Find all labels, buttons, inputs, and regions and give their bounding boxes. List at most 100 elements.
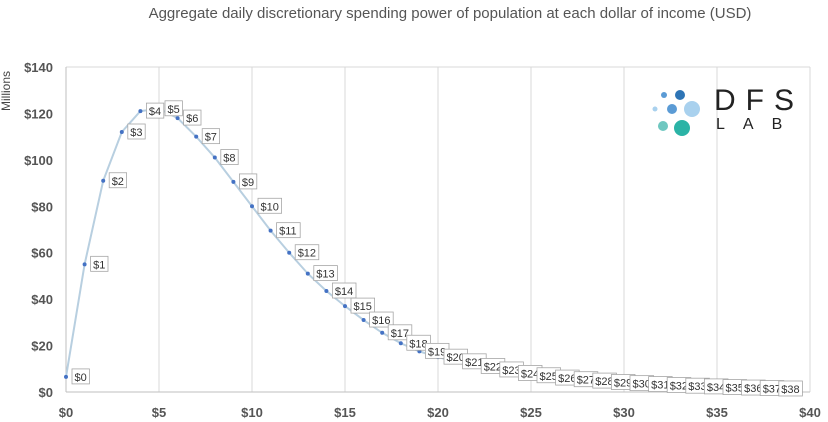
x-tick-label: $0 [59,405,73,420]
data-label-box [331,282,357,299]
data-label-text: $26 [558,373,576,385]
data-point [138,109,143,114]
x-tick-label: $25 [520,405,542,420]
data-label-text: $38 [781,384,799,396]
data-label: $21 [462,353,487,370]
data-label: $20 [443,348,469,365]
y-tick-label: $100 [24,153,53,168]
data-point [287,250,292,255]
data-label: $29 [611,374,636,390]
data-label-box [238,173,258,190]
data-label-text: $32 [670,381,688,393]
data-label-text: $21 [465,357,483,369]
y-tick-label: $0 [39,385,53,400]
data-label-text: $28 [595,376,613,388]
data-label-text: $19 [428,346,446,358]
data-label: $6 [183,109,202,126]
data-label-box [406,334,431,351]
data-label-box [71,368,90,385]
data-label: $15 [350,297,376,314]
data-label: $10 [257,197,283,214]
data-label-box [220,149,239,165]
data-label-box [108,172,127,189]
data-label-text: $36 [744,383,762,395]
data-point [194,134,199,139]
data-point [212,155,217,160]
data-label-text: $7 [205,132,217,144]
data-label-box [90,255,109,272]
data-label: $32 [666,377,692,393]
x-tick-label: $5 [152,405,166,420]
data-point [380,330,385,335]
x-tick-label: $20 [427,405,449,420]
data-label-box [313,265,338,282]
data-label-text: $34 [707,382,725,394]
logo-name: DFS [714,84,804,117]
data-label-text: $2 [112,176,124,188]
data-label: $11 [276,222,301,239]
data-label: $36 [741,379,766,396]
data-label-text: $0 [75,372,87,384]
data-label: $0 [71,368,90,385]
data-label-text: $37 [763,384,781,396]
x-tick-label: $35 [706,405,728,420]
data-label-text: $35 [726,383,744,395]
data-label-text: $11 [279,226,297,238]
x-tick-label: $15 [334,405,356,420]
data-label-text: $31 [651,380,669,392]
data-label: $5 [164,100,183,117]
data-label-text: $4 [149,106,161,118]
axes: $0 $5 $10 $15 $20 $25 $30 $35 $40 $0 $20 $40 $60 $80 $… [24,60,821,420]
logo-subtitle: LAB [716,116,801,133]
data-label-box [387,324,413,341]
data-label-box [201,128,220,145]
data-point [361,318,366,323]
x-tick-label: $10 [241,405,263,420]
data-label: $28 [592,372,617,389]
data-label-box [127,123,146,140]
data-label-text: $24 [521,368,539,380]
data-label: $31 [648,376,673,392]
data-label-box [350,297,376,314]
data-label: $16 [369,311,394,328]
y-tick-label: $20 [31,339,53,354]
data-label-box [257,197,283,214]
data-label-text: $14 [335,286,353,298]
data-label-text: $22 [484,361,502,373]
data-label: $17 [387,324,413,341]
data-label-box [145,102,165,119]
y-tick-label: $80 [31,199,53,214]
data-label: $4 [145,102,165,119]
data-point [175,116,180,121]
data-label: $38 [778,380,803,397]
data-label-text: $33 [688,381,706,393]
data-label: $13 [313,265,338,282]
data-label-box [369,311,394,328]
data-point [101,178,106,183]
data-point [398,341,403,346]
data-label: $18 [406,334,431,351]
data-label: $7 [201,128,220,145]
y-tick-label: $120 [24,106,53,121]
y-tick-label: $140 [24,60,53,75]
data-label-box [183,109,202,126]
data-label-text: $20 [447,352,465,364]
data-label: $2 [108,172,127,189]
data-point [343,304,347,309]
data-point [305,271,310,276]
data-label: $8 [220,149,239,165]
y-tick-label: $60 [31,246,53,261]
data-label-text: $16 [372,315,390,327]
data-label-text: $1 [93,259,105,271]
data-label-text: $6 [186,113,198,125]
data-point [250,204,254,209]
data-label-text: $29 [614,377,632,389]
data-point [231,179,236,184]
data-label-text: $8 [223,153,235,165]
data-label: $9 [238,173,258,190]
data-label-text: $27 [577,375,595,387]
data-label-text: $3 [130,127,142,139]
data-label-text: $30 [633,379,651,391]
x-tick-label: $30 [613,405,635,420]
